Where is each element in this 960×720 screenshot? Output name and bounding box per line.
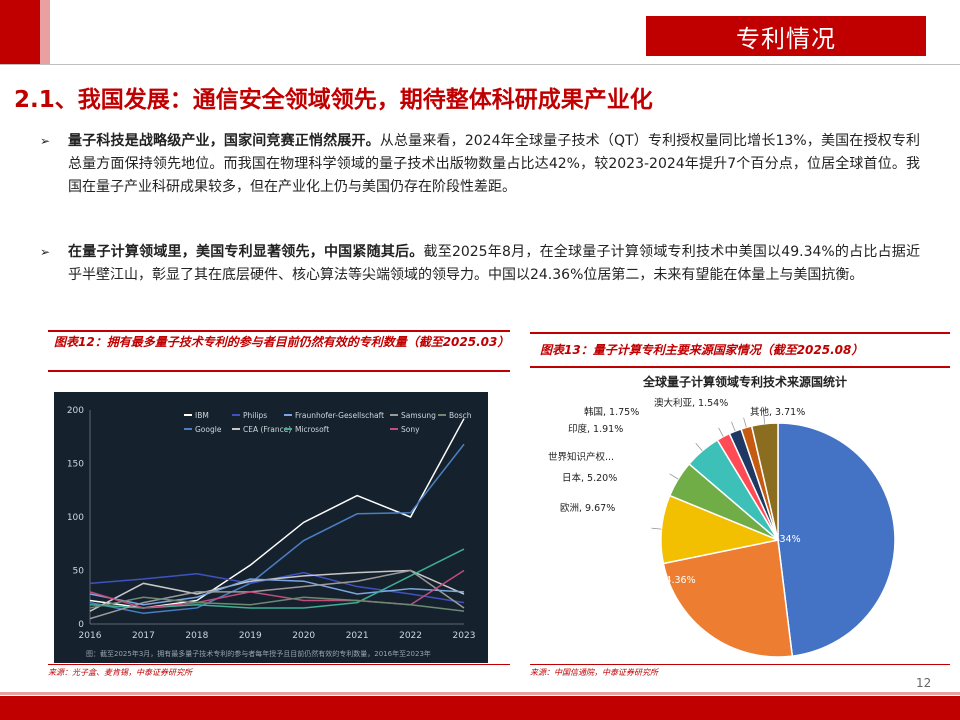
pie-label: 澳大利亚, 1.54%	[654, 397, 728, 409]
x-tick-label: 2017	[132, 631, 155, 641]
section-tag: 专利情况	[646, 16, 926, 56]
pie-label: 中国, 24.36%	[634, 574, 695, 586]
pie-slice	[777, 422, 896, 657]
legend-label: Sony	[401, 425, 420, 434]
source-13: 来源：中国信通院，中泰证券研究所	[530, 664, 950, 680]
x-tick-label: 2022	[399, 631, 422, 641]
left-brand-bar	[0, 0, 40, 64]
bullet-2-text: 截至2025年8月，在全球量子计算领域专利技术中美国以49.34%的占比占据近乎…	[68, 244, 921, 283]
pie-leader-line	[695, 442, 703, 452]
line-chart: 0 50 100 150 200 2016 2017 2018 2019 2020 2021 2022…	[67, 406, 476, 641]
x-tick-label: 2018	[185, 631, 208, 641]
pie-label: 印度, 1.91%	[568, 423, 623, 435]
x-tick-label: 2019	[239, 631, 262, 641]
pie-title: 全球量子计算领域专利技术来源国统计	[642, 374, 847, 389]
bullet-1-text: 从总量来看，2024年全球量子技术（QT）专利授权量同比增长13%，美国在授权专…	[68, 133, 921, 195]
pie-leader-line	[669, 473, 679, 480]
series-line-cea-france-	[89, 569, 465, 612]
series-line-bosch	[89, 596, 465, 612]
pie-label: 日本, 5.20%	[562, 472, 617, 484]
line-chart-container: 0 50 100 150 200 2016 2017 2018 2019 2020 2021 2022…	[54, 392, 488, 663]
y-tick-label: 200	[67, 406, 84, 416]
y-tick-label: 150	[67, 460, 84, 470]
pie-leader-line	[731, 421, 736, 432]
pie-slice	[662, 539, 794, 658]
pie-label: 韩国, 1.75%	[584, 406, 639, 418]
pie-label: 欧洲, 9.67%	[560, 502, 615, 514]
pie-leader-line	[743, 417, 747, 428]
legend-label: Bosch	[449, 411, 472, 420]
y-tick-label: 0	[78, 620, 84, 630]
pie-leader-line	[763, 413, 766, 424]
legend-label: CEA (France)	[243, 425, 291, 434]
series-line-google	[89, 443, 465, 615]
bullet-1: ➢ 量子科技是战略级产业，国家间竞赛正悄然展开。从总量来看，2024年全球量子技…	[40, 130, 920, 199]
figure-13-caption: 图表13：量子计算专利主要来源国家情况（截至2025.08）	[530, 332, 950, 368]
pie-slice	[750, 422, 779, 541]
pie-leader-line	[651, 527, 662, 530]
header-divider	[0, 64, 960, 65]
pie-label: 世界知识产权...	[548, 451, 614, 463]
page-heading: 2.1、我国发展：通信安全领域领先，期待整体科研成果产业化	[14, 87, 653, 113]
legend-label: Microsoft	[295, 425, 329, 434]
page-number: 12	[916, 676, 932, 690]
x-tick-label: 2023	[453, 631, 476, 641]
legend-label: Philips	[243, 411, 267, 420]
bullet-2: ➢ 在量子计算领域里，美国专利显著领先，中国紧随其后。截至2025年8月，在全球…	[40, 241, 920, 287]
legend-label: Google	[195, 425, 222, 434]
x-tick-label: 2021	[346, 631, 369, 641]
arrow-bullet-icon: ➢	[40, 134, 51, 148]
pie-leader-line	[718, 427, 724, 437]
legend-label: Samsung	[401, 411, 436, 420]
y-tick-label: 50	[73, 567, 85, 577]
source-12: 来源：光子盒、麦肯锡，中泰证券研究所	[48, 664, 510, 680]
arrow-bullet-icon: ➢	[40, 245, 51, 259]
x-tick-label: 2016	[79, 631, 102, 641]
pie-chart: 全球量子计算领域专利技术来源国统计美国, 49.34%中国, 24.36%欧洲,…	[548, 374, 896, 658]
legend-label: Fraunhofer-Gesellschaft	[295, 411, 384, 420]
pie-chart-container: 全球量子计算领域专利技术来源国统计美国, 49.34%中国, 24.36%欧洲,…	[540, 370, 950, 662]
left-brand-accent	[40, 0, 50, 64]
pie-label: 其他, 3.71%	[750, 406, 805, 418]
bullet-2-bold: 在量子计算领域里，美国专利显著领先，中国紧随其后。	[68, 244, 424, 260]
bullet-1-bold: 量子科技是战略级产业，国家间竞赛正悄然展开。	[68, 133, 380, 149]
footer-accent	[0, 692, 960, 695]
series-line-fraunhofer-gesellschaft	[89, 578, 465, 606]
x-tick-label: 2020	[292, 631, 315, 641]
chart-note: 图：截至2025年3月，拥有最多量子技术专利的参与者每年授予且目前仍然有效的专利…	[86, 650, 431, 658]
footer-bar	[0, 696, 960, 720]
figure-12-caption: 图表12：拥有最多量子技术专利的参与者目前仍然有效的专利数量（截至2025.03…	[48, 330, 510, 372]
series-line-samsung	[89, 569, 465, 620]
y-tick-label: 100	[67, 513, 84, 523]
legend-label: IBM	[195, 411, 209, 420]
